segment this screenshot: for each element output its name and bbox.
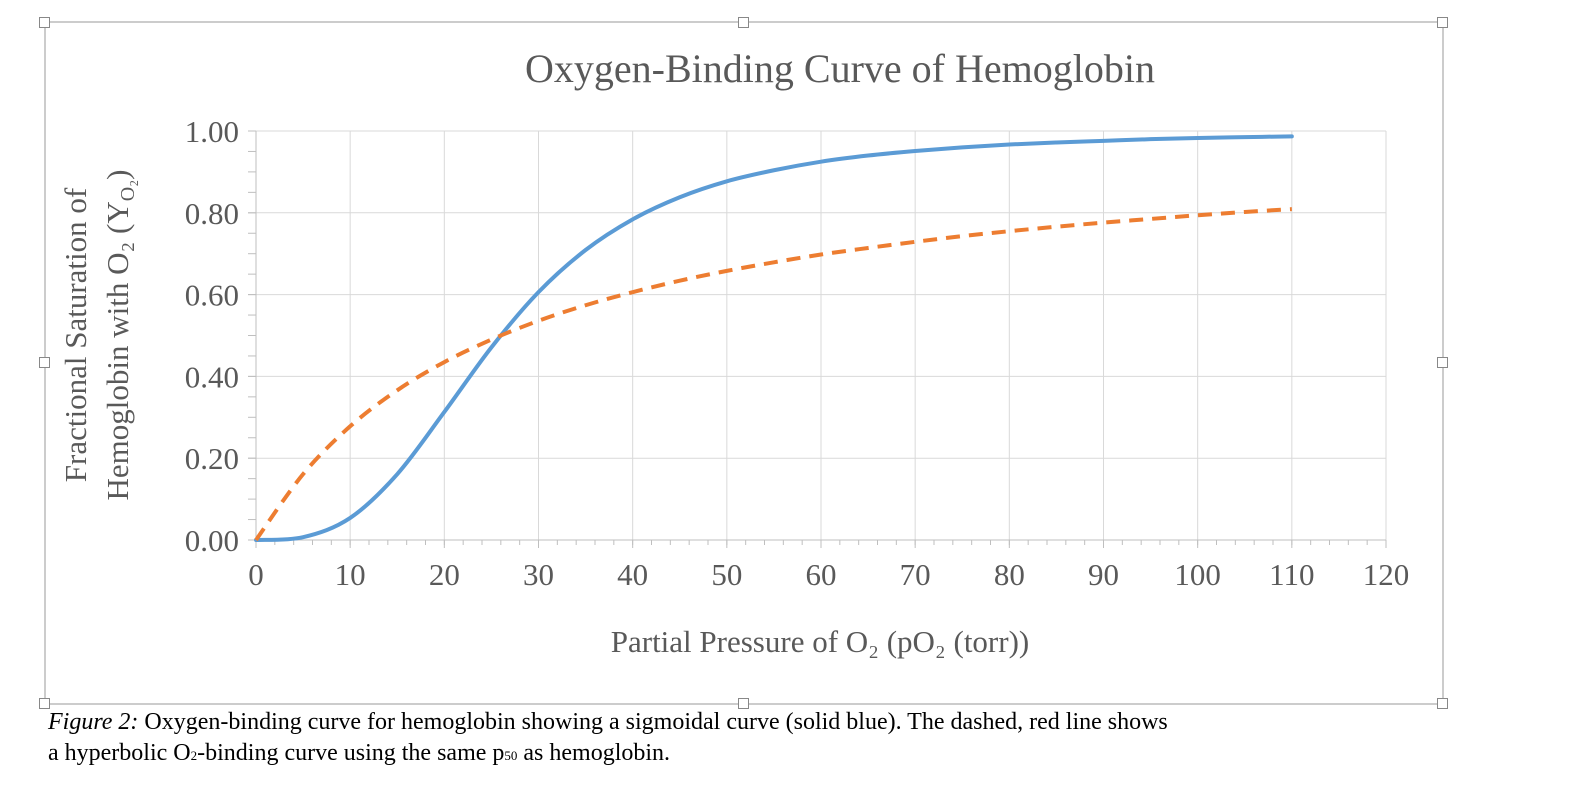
resize-handle-top-right[interactable] [1437,17,1448,28]
x-tick-label: 0 [248,557,264,592]
x-tick-label: 30 [523,557,554,592]
x-tick-label: 80 [994,557,1025,592]
y-tick-label: 1.00 [185,114,239,149]
x-tick-label: 20 [429,557,460,592]
hyperbolic-curve-line [254,207,1292,542]
y-tick-label: 0.40 [185,359,239,394]
y-label-close: ) [100,169,135,179]
caption-label: Figure 2: [48,709,139,735]
sigmoidal-curve-line [254,134,1294,542]
y-axis-label-line1: Fractional Saturation of [58,187,93,482]
axes: 0 10 20 30 40 50 60 70 80 90 100 110 120 0.00 0.20 0.40… [185,114,1410,592]
x-tick-label: 50 [711,557,742,592]
x-tick-label: 120 [1363,557,1410,592]
y-tick-label: 0.60 [185,278,239,313]
x-tick-label: 100 [1174,557,1221,592]
resize-handle-bottom[interactable] [738,698,749,709]
resize-handle-bottom-left[interactable] [39,698,50,709]
x-tick-label: 10 [335,557,366,592]
caption-line2b: -binding curve using the same p [197,740,505,766]
y-label-subscript: O₂ [117,180,139,201]
caption-sub2: 50 [504,748,518,763]
caption-line2a: a hyperbolic O [48,740,191,766]
y-axis-label-line2: Hemoglobin with O₂ (YO₂) [100,169,139,500]
y-tick-label: 0.80 [185,196,239,231]
chart-title: Oxygen-Binding Curve of Hemoglobin [525,46,1155,91]
x-axis-label: Partial Pressure of O₂ (pO₂ (torr)) [611,624,1029,659]
y-label-main: Hemoglobin with O₂ (Y [100,201,135,500]
resize-handle-bottom-right[interactable] [1437,698,1448,709]
figure-caption: Figure 2: Oxygen-binding curve for hemog… [48,707,1468,771]
y-tick-label: 0.20 [185,441,239,476]
y-tick-label: 0.00 [185,523,239,558]
caption-line1: Oxygen-binding curve for hemoglobin show… [138,709,1168,735]
caption-line2c: as hemoglobin. [517,740,671,766]
resize-handle-left[interactable] [39,357,50,368]
x-tick-label: 110 [1269,557,1314,592]
x-tick-label: 70 [900,557,931,592]
resize-handle-top[interactable] [738,17,749,28]
chart-frame[interactable] [44,21,1444,705]
x-tick-label: 90 [1088,557,1119,592]
x-tick-label: 60 [806,557,837,592]
resize-handle-top-left[interactable] [39,17,50,28]
caption-sub1: 2 [190,748,198,763]
gridlines [256,130,1387,540]
resize-handle-right[interactable] [1437,357,1448,368]
series-group [254,134,1294,542]
x-tick-label: 40 [617,557,648,592]
